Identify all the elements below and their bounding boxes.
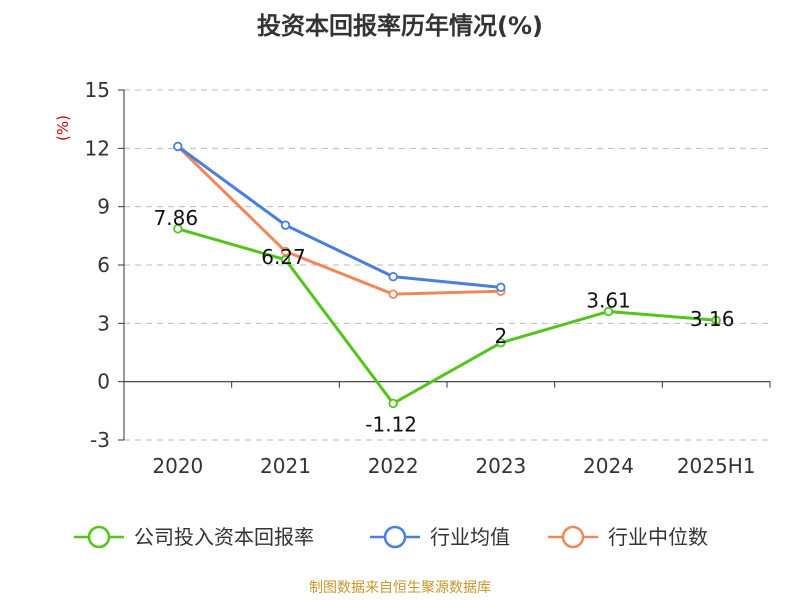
legend-label: 行业中位数 (608, 525, 708, 549)
legend-marker (383, 525, 407, 549)
x-tick-label: 2020 (152, 454, 203, 478)
data-label: 6.27 (261, 245, 306, 269)
data-point (496, 282, 506, 293)
source-note: 制图数据来自恒生聚源数据库 (309, 580, 491, 596)
data-label: -1.12 (365, 412, 417, 436)
y-tick-label: -3 (90, 428, 110, 452)
x-tick-label: 2022 (368, 454, 419, 478)
data-point (603, 306, 614, 317)
legend-label: 行业均值 (430, 525, 510, 549)
data-labels: 7.86 6.27 -1.12 2 3.61 3.16 (154, 206, 735, 437)
data-point (388, 289, 398, 299)
data-point (280, 220, 291, 230)
series-line (176, 145, 501, 296)
data-point (280, 255, 291, 265)
legend-marker (87, 525, 111, 549)
legend: 公司投入资本回报率 行业均值 行业中位数 (74, 525, 708, 549)
y-tick-label: 15 (85, 78, 110, 102)
x-tick-label: 2021 (260, 454, 311, 478)
y-tick-label: 12 (85, 136, 110, 160)
grid-lines (124, 89, 770, 441)
data-label: 7.86 (154, 206, 199, 230)
y-tick-label: 6 (97, 253, 110, 277)
series-lines (173, 141, 721, 409)
data-point (173, 141, 183, 152)
series-line (177, 227, 717, 405)
data-point (388, 271, 398, 282)
data-point (496, 338, 506, 348)
y-tick-label: 3 (97, 311, 110, 335)
data-label: 2 (494, 324, 507, 348)
chart-title: 投资本回报率历年情况(%) (257, 12, 543, 40)
x-tick-label: 2025H1 (677, 454, 756, 478)
data-label: 3.61 (586, 288, 631, 312)
series-line (176, 145, 501, 289)
axes: 15 12 9 6 3 0 -3 2020 2021 2022 2023 2024 2025H1 (85, 78, 771, 478)
data-point (173, 224, 183, 234)
data-label: 3.16 (690, 307, 735, 331)
y-axis-unit-label: (%) (54, 115, 72, 141)
data-point (711, 315, 721, 325)
x-tick-label: 2024 (583, 454, 634, 478)
x-tick-label: 2023 (475, 454, 526, 478)
legend-marker (561, 525, 585, 549)
y-tick-label: 9 (97, 195, 110, 219)
data-point (388, 398, 398, 409)
y-tick-label: 0 (97, 370, 110, 394)
legend-label: 公司投入资本回报率 (134, 525, 314, 549)
